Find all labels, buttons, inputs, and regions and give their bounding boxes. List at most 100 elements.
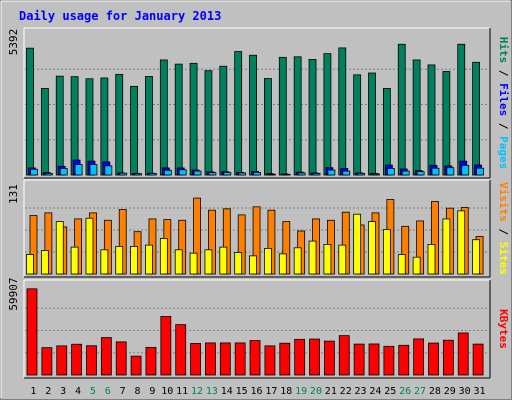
bar-kbytes-day-21 (323, 340, 335, 376)
bar-hits-day-29 (442, 71, 451, 176)
bar-hits-day-3 (55, 75, 64, 176)
bar-pages-day-22 (342, 170, 351, 176)
bar-kbytes-day-28 (428, 342, 439, 376)
bar-sites-day-28 (427, 244, 436, 275)
bar-pages-day-19 (297, 172, 306, 176)
bar-pages-day-15 (238, 172, 247, 176)
bar-hits-day-17 (264, 78, 272, 176)
bar-kbytes-day-18 (279, 342, 291, 376)
panel-kbytes-max-label: 59907 (7, 277, 20, 310)
x-tick-day-31: 31 (474, 386, 486, 397)
panel-kbytes: 59907 KBytes (7, 277, 510, 379)
bar-sites-day-29 (442, 218, 451, 275)
chart-title: Daily usage for January 2013 (19, 9, 221, 23)
bar-kbytes-day-4 (71, 343, 83, 376)
x-tick-day-13: 13 (206, 386, 218, 397)
x-tick-day-26: 26 (399, 386, 411, 397)
bar-pages-day-23 (357, 173, 366, 176)
bar-hits-day-27 (412, 59, 421, 176)
bar-kbytes-day-6 (100, 337, 112, 376)
bar-hits-day-7 (115, 73, 124, 176)
bar-pages-day-14 (223, 171, 232, 176)
bar-hits-day-24 (368, 72, 376, 176)
bar-hits-day-11 (174, 63, 183, 176)
bar-kbytes-day-22 (338, 335, 350, 376)
bar-kbytes-day-17 (264, 345, 276, 376)
panel-visits-legend-text: Visits / Sites (497, 182, 510, 275)
bar-pages-day-16 (253, 171, 261, 176)
bar-kbytes-day-20 (309, 338, 320, 376)
bar-hits-day-22 (338, 47, 347, 176)
bar-kbytes-day-2 (41, 347, 53, 376)
bar-hits-day-18 (278, 56, 287, 176)
bar-sites-day-22 (338, 244, 347, 275)
bar-hits-day-20 (308, 59, 317, 176)
panels-layer: 5392 Hits / Files / Pages 131 Visits / Site… (7, 27, 510, 379)
bar-pages-day-12 (193, 170, 202, 176)
bar-kbytes-day-7 (115, 341, 127, 376)
legend-visits: Visits (497, 182, 510, 222)
legend-separator: / (497, 63, 510, 83)
bar-sites-day-7 (115, 246, 124, 275)
bar-pages-day-2 (44, 173, 53, 176)
bar-pages-day-17 (268, 173, 276, 176)
bar-kbytes-day-25 (383, 345, 395, 376)
bar-sites-day-19 (293, 247, 302, 275)
bar-sites-day-31 (472, 239, 481, 275)
x-tick-day-10: 10 (161, 386, 173, 397)
bar-hits-day-16 (249, 54, 257, 176)
bar-hits-day-8 (130, 85, 138, 176)
bar-pages-day-3 (59, 168, 68, 176)
bar-hits-day-30 (457, 43, 466, 176)
bar-kbytes-day-15 (234, 342, 246, 376)
bar-pages-day-21 (327, 169, 336, 176)
bar-hits-day-5 (85, 78, 94, 176)
panel-hits-legend-text: Hits / Files / Pages (497, 37, 510, 170)
x-tick-day-28: 28 (429, 386, 441, 397)
bar-hits-day-6 (100, 77, 109, 176)
bar-pages-day-9 (149, 173, 157, 176)
bar-kbytes-day-24 (368, 343, 380, 376)
bar-pages-day-6 (104, 165, 113, 176)
bar-pages-day-20 (312, 173, 321, 176)
x-tick-day-11: 11 (176, 386, 188, 397)
x-tick-day-3: 3 (60, 386, 66, 397)
legend-separator: / (497, 222, 510, 242)
panel-hits-axis-label: Hits / Files / Pages (497, 37, 510, 170)
bar-kbytes-day-5 (86, 345, 97, 376)
x-tick-day-21: 21 (325, 386, 337, 397)
bar-pages-day-10 (163, 169, 172, 176)
bar-sites-day-4 (70, 246, 79, 275)
bar-hits-day-28 (427, 64, 436, 176)
legend-sites: Sites (497, 242, 510, 275)
x-tick-day-19: 19 (295, 386, 307, 397)
panel-hits-max-label: 5392 (7, 29, 20, 56)
bar-hits-day-25 (382, 88, 391, 176)
bar-sites-day-17 (264, 248, 272, 275)
bar-hits-day-12 (189, 62, 198, 176)
bar-kbytes-day-13 (205, 342, 216, 376)
x-tick-day-29: 29 (444, 386, 456, 397)
bar-sites-day-26 (397, 254, 406, 275)
bar-kbytes-day-29 (442, 339, 454, 376)
legend-hits: Hits (497, 37, 510, 64)
x-tick-day-24: 24 (369, 386, 381, 397)
bar-sites-day-9 (145, 244, 153, 275)
bar-sites-day-11 (174, 249, 183, 275)
legend-pages: Pages (497, 136, 510, 169)
x-tick-day-2: 2 (45, 386, 51, 397)
bar-hits-day-21 (323, 53, 332, 176)
x-tick-day-8: 8 (135, 386, 141, 397)
bar-hits-day-1 (26, 47, 34, 176)
legend-kbytes: KBytes (497, 309, 510, 349)
bar-hits-day-10 (159, 59, 168, 176)
x-tick-day-27: 27 (414, 386, 426, 397)
panel-visits-max-label: 131 (7, 184, 20, 204)
bar-kbytes-day-12 (190, 343, 201, 376)
bar-pages-day-8 (134, 173, 142, 176)
bar-pages-day-5 (89, 164, 98, 176)
bar-kbytes-day-27 (413, 338, 425, 376)
bar-sites-day-5 (85, 217, 94, 275)
